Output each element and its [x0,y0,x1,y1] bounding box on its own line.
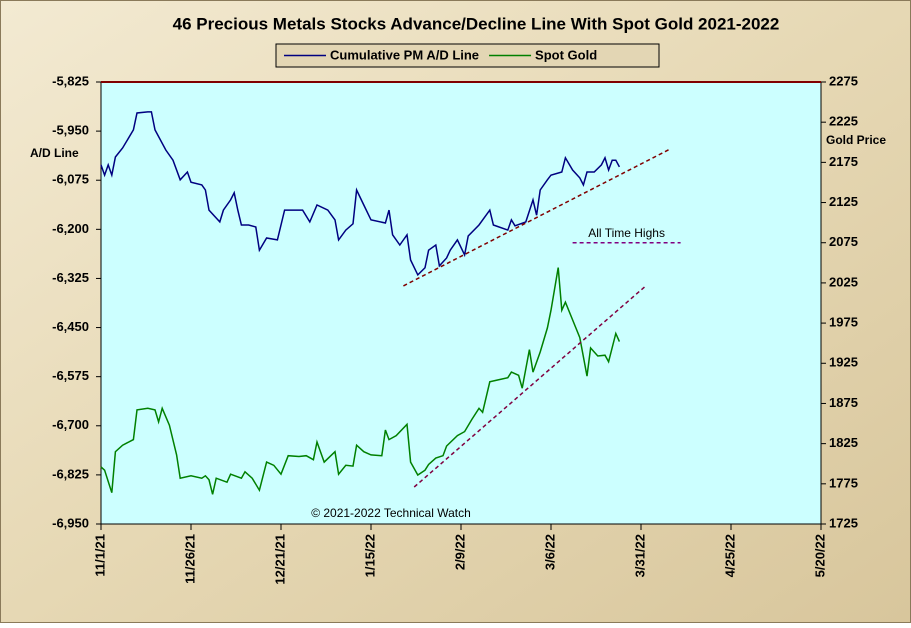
series-line [100,111,621,277]
y2-tick-label: 1925 [829,355,858,370]
y-tick-label: -6,950 [52,515,89,530]
y2-tick-label: 2125 [829,194,858,209]
y-tick-label: -6,825 [52,466,89,481]
legend-label: Spot Gold [535,47,597,62]
chart-title: 46 Precious Metals Stocks Advance/Declin… [173,14,780,33]
y2-tick-label: 2275 [829,73,858,88]
y-axis-label: A/D Line [30,146,79,160]
y2-tick-label: 2225 [829,114,858,129]
annotation-text: All Time Highs [588,226,665,240]
x-tick-label: 5/20/22 [812,534,827,577]
y-tick-label: -6,325 [52,270,89,285]
y2-tick-label: 2075 [829,234,858,249]
y2-tick-label: 1825 [829,435,858,450]
y2-tick-label: 1975 [829,315,858,330]
y2-tick-label: 1875 [829,395,858,410]
y2-tick-label: 2025 [829,274,858,289]
y-tick-label: -6,575 [52,368,89,383]
y-tick-label: -5,825 [52,73,89,88]
legend-label: Cumulative PM A/D Line [330,47,479,62]
y-tick-label: -6,450 [52,319,89,334]
x-tick-label: 3/6/22 [542,534,557,570]
x-tick-label: 1/15/22 [362,534,377,577]
x-tick-label: 4/25/22 [722,534,737,577]
x-tick-label: 12/21/21 [272,534,287,585]
y2-axis-label: Gold Price [826,133,886,147]
y-tick-label: -5,950 [52,123,89,138]
legend-box [275,43,660,68]
x-tick-label: 3/31/22 [632,534,647,577]
credit: © 2021-2022 Technical Watch [311,506,471,520]
x-tick-label: 11/1/21 [92,534,107,577]
y-tick-label: -6,200 [52,221,89,236]
trend-line [403,148,671,287]
y2-tick-label: 2175 [829,154,858,169]
y2-tick-label: 1775 [829,475,858,490]
series-line [100,267,621,495]
x-tick-label: 2/9/22 [452,534,467,570]
y2-tick-label: 1725 [829,515,858,530]
x-tick-label: 11/26/21 [182,534,197,584]
y-tick-label: -6,700 [52,417,89,432]
y-tick-label: -6,075 [52,172,89,187]
trend-line [413,286,646,488]
plot-area [100,81,822,525]
